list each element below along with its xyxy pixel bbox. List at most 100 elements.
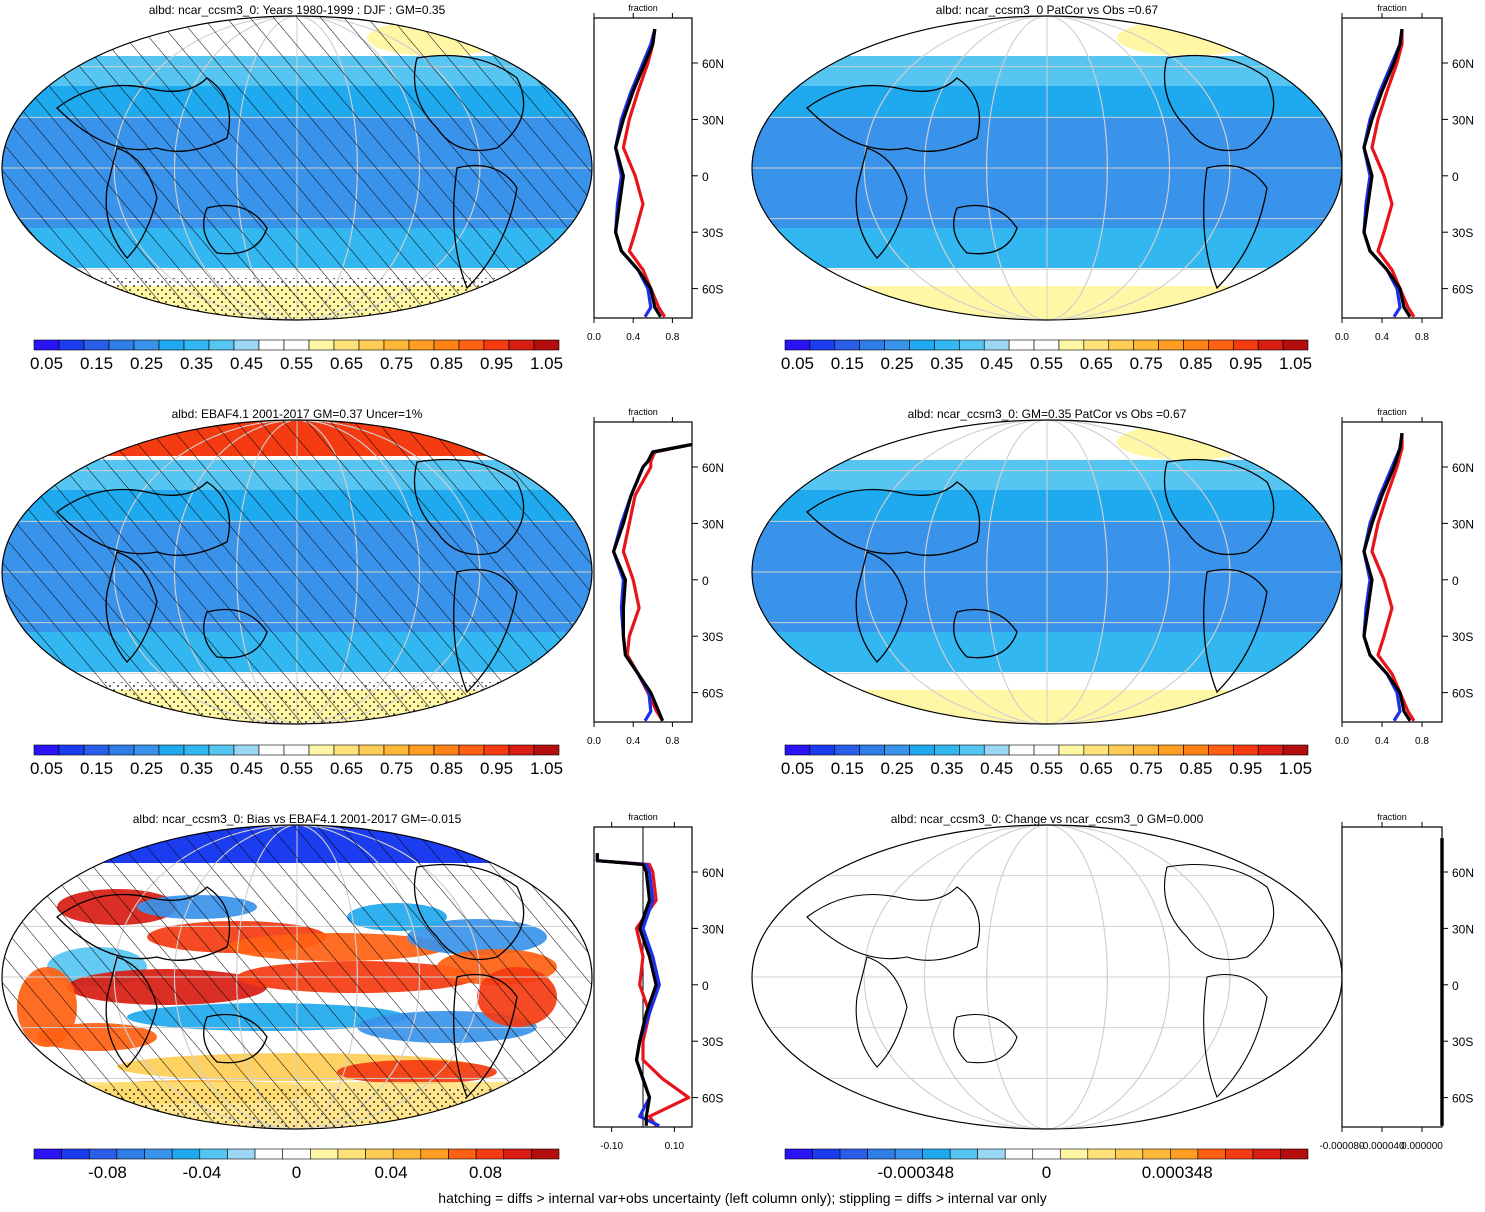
colorbar-label: 0.45 bbox=[980, 354, 1013, 373]
profile-lat-tick: 60N bbox=[1452, 57, 1474, 71]
profile-x-tick: 0.8 bbox=[1415, 332, 1429, 343]
colorbar-swatch bbox=[977, 1148, 1006, 1160]
profile-lat-tick: 30N bbox=[1452, 517, 1474, 531]
colorbar-label: 0.95 bbox=[1229, 759, 1262, 778]
colorbar-swatch bbox=[1115, 1148, 1144, 1160]
colorbar-swatch bbox=[1158, 744, 1184, 756]
profile-xlabel: fraction bbox=[1377, 3, 1407, 13]
colorbar-label: 0.85 bbox=[430, 354, 463, 373]
map-title: albd: ncar_ccsm3_0: Bias vs EBAF4.1 2001… bbox=[132, 812, 462, 826]
colorbar-label: 0.95 bbox=[1229, 354, 1262, 373]
profile-lat-tick: 0 bbox=[702, 170, 709, 184]
colorbar-label: 0.45 bbox=[230, 759, 263, 778]
map-title: albd: ncar_ccsm3_0: GM=0.35 PatCor vs Ob… bbox=[907, 407, 1187, 421]
colorbar-swatch bbox=[1158, 339, 1184, 351]
colorbar-swatch bbox=[1004, 1148, 1034, 1160]
colorbar-swatch bbox=[839, 1148, 868, 1160]
colorbar-label: 0.35 bbox=[180, 354, 213, 373]
colorbar-swatch bbox=[1008, 744, 1035, 756]
colorbar-label: 0.95 bbox=[480, 759, 513, 778]
profile-x-tick: 0.4 bbox=[1375, 736, 1389, 747]
colorbar-swatch bbox=[258, 744, 285, 756]
colorbar-swatch bbox=[884, 339, 910, 351]
colorbar-swatch bbox=[33, 744, 60, 756]
profile-x-tick: -0.000040 bbox=[1359, 1141, 1404, 1152]
profile-lat-tick: 60S bbox=[1452, 283, 1473, 297]
colorbar-swatch bbox=[1208, 744, 1234, 756]
colorbar-label: 0.15 bbox=[80, 759, 113, 778]
colorbar-swatch bbox=[1225, 1148, 1254, 1160]
profile-lat-tick: 30N bbox=[702, 922, 724, 936]
colorbar-swatch bbox=[83, 744, 110, 756]
colorbar-swatch bbox=[383, 339, 410, 351]
colorbar-swatch bbox=[934, 339, 960, 351]
colorbar-label: 0.55 bbox=[1030, 354, 1063, 373]
profile-lat-tick: 60N bbox=[1452, 461, 1474, 475]
colorbar-swatch bbox=[812, 1148, 841, 1160]
colorbar: -0.08 -0.04 0 0.04 0.08 bbox=[33, 1148, 560, 1182]
colorbar-label: 0.75 bbox=[1130, 354, 1163, 373]
colorbar-label: 0.15 bbox=[831, 759, 864, 778]
colorbar-swatch bbox=[108, 339, 135, 351]
colorbar-swatch bbox=[922, 1148, 951, 1160]
colorbar-swatch bbox=[1280, 1148, 1309, 1160]
global-map bbox=[751, 824, 1343, 1130]
profile-line-obs1 bbox=[1370, 29, 1416, 318]
profile-x-tick: 0.0 bbox=[587, 332, 601, 343]
colorbar-swatch bbox=[503, 1148, 532, 1160]
colorbar-swatch bbox=[365, 1148, 394, 1160]
colorbar-swatch bbox=[867, 1148, 896, 1160]
colorbar-swatch bbox=[859, 744, 885, 756]
colorbar-swatch bbox=[959, 744, 985, 756]
colorbar-label: 0.35 bbox=[930, 759, 963, 778]
profile-lat-tick: 60S bbox=[1452, 1092, 1473, 1106]
profile-line-obs1 bbox=[595, 853, 691, 1127]
colorbar-label: 0.25 bbox=[881, 759, 914, 778]
colorbar-label: 0.55 bbox=[280, 354, 313, 373]
colorbar-swatch bbox=[333, 744, 360, 756]
profile-lat-tick: 0 bbox=[1452, 574, 1459, 588]
colorbar: 0.05 0.15 0.25 0.35 0.45 0.55 0.65 0.75 0.85 0.95… bbox=[30, 339, 563, 373]
colorbar-swatch bbox=[420, 1148, 449, 1160]
profile-lat-tick: 30N bbox=[702, 517, 724, 531]
profile-line-obs1 bbox=[1370, 433, 1416, 722]
zonal-profile: 60N 30N 0 30S 60S 0.0 0.4 0.8 fraction bbox=[1335, 407, 1474, 747]
colorbar-swatch bbox=[383, 744, 410, 756]
profile-xlabel: fraction bbox=[1377, 407, 1407, 417]
colorbar-swatch bbox=[475, 1148, 505, 1160]
colorbar-swatch bbox=[859, 339, 885, 351]
profile-x-tick: 0.10 bbox=[665, 1141, 685, 1152]
colorbar-swatch bbox=[1282, 339, 1309, 351]
profile-lat-tick: 0 bbox=[702, 574, 709, 588]
colorbar-swatch bbox=[358, 744, 385, 756]
profile-line-model bbox=[1362, 432, 1412, 722]
colorbar-swatch bbox=[834, 339, 861, 351]
profile-x-tick: 0.4 bbox=[626, 736, 640, 747]
profile-xlabel: fraction bbox=[1377, 812, 1407, 822]
colorbar-swatch bbox=[61, 1148, 90, 1160]
map-title: albd: ncar_ccsm3_0: Change vs ncar_ccsm3… bbox=[890, 812, 1204, 826]
colorbar-label: 0.85 bbox=[1179, 354, 1212, 373]
colorbar-swatch bbox=[483, 339, 510, 351]
profile-x-tick: -0.10 bbox=[600, 1141, 623, 1152]
colorbar-label: 0.05 bbox=[30, 354, 63, 373]
colorbar-swatch bbox=[983, 339, 1010, 351]
colorbar-swatch bbox=[433, 339, 460, 351]
zonal-profile: 60N 30N 0 30S 60S 0.0 0.4 0.8 fraction bbox=[1335, 3, 1474, 343]
profile-lat-tick: 60N bbox=[1452, 866, 1474, 880]
colorbar-label: -0.08 bbox=[88, 1163, 127, 1182]
profile-x-tick: 0.4 bbox=[626, 332, 640, 343]
colorbar-swatch bbox=[133, 339, 160, 351]
global-map bbox=[1, 15, 593, 321]
colorbar-label: 0.15 bbox=[831, 354, 864, 373]
colorbar-swatch bbox=[208, 744, 235, 756]
colorbar-swatch bbox=[1170, 1148, 1199, 1160]
profile-x-tick: 0.0 bbox=[587, 736, 601, 747]
colorbar-swatch bbox=[133, 744, 160, 756]
colorbar-swatch bbox=[1197, 1148, 1226, 1160]
global-map bbox=[751, 15, 1343, 321]
colorbar-swatch bbox=[88, 1148, 118, 1160]
colorbar-label: 0.25 bbox=[130, 759, 163, 778]
map-title: albd: ncar_ccsm3_0: Years 1980-1999 : DJ… bbox=[148, 3, 446, 17]
